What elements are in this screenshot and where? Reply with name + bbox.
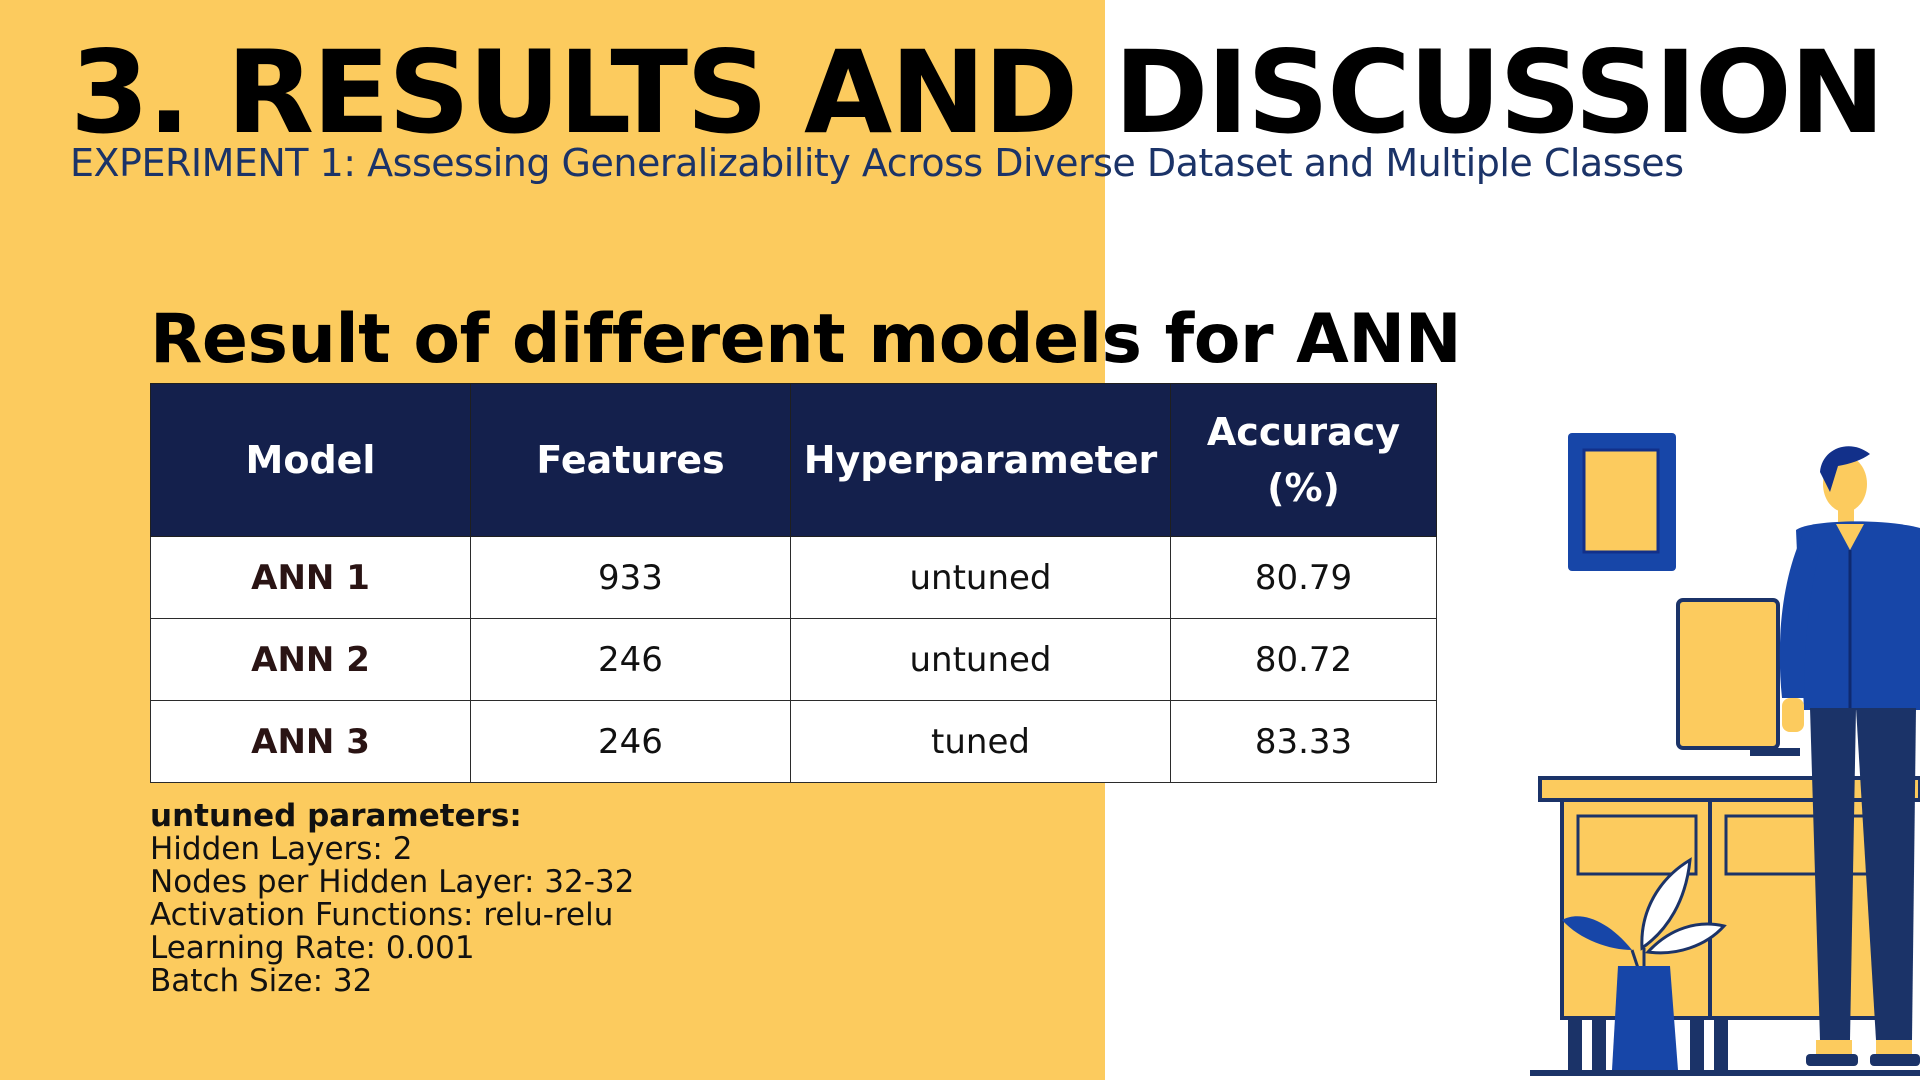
cell-features: 933 (470, 536, 791, 619)
picture-frame-icon (1568, 433, 1676, 571)
section-title: Result of different models for ANN (150, 300, 1462, 379)
cell-model: ANN 1 (150, 536, 471, 619)
untuned-parameters: untuned parameters: Hidden Layers: 2 Nod… (150, 800, 634, 998)
param-line: Activation Functions: relu-relu (150, 897, 614, 933)
header-accuracy: Accuracy (%) (1170, 383, 1437, 537)
office-illustration (1530, 433, 1920, 1076)
params-heading: untuned parameters: (150, 798, 522, 834)
slide-subtitle: EXPERIMENT 1: Assessing Generalizability… (70, 141, 1684, 185)
cell-hyperparameter: untuned (790, 618, 1171, 701)
cell-hyperparameter: tuned (790, 700, 1171, 783)
cell-hyperparameter: untuned (790, 536, 1171, 619)
param-line: Learning Rate: 0.001 (150, 930, 475, 966)
slide-title: 3. RESULTS AND DISCUSSION (70, 26, 1885, 159)
computer-monitor-icon (1676, 598, 1800, 756)
cell-accuracy: 80.72 (1170, 618, 1437, 701)
cell-features: 246 (470, 700, 791, 783)
cell-features: 246 (470, 618, 791, 701)
table-row: ANN 3 246 tuned 83.33 (150, 700, 1437, 783)
table-row: ANN 1 933 untuned 80.79 (150, 536, 1437, 619)
cell-accuracy: 83.33 (1170, 700, 1437, 783)
cell-model: ANN 3 (150, 700, 471, 783)
param-line: Nodes per Hidden Layer: 32-32 (150, 864, 635, 900)
param-line: Batch Size: 32 (150, 963, 373, 999)
table-header-row: Model Features Hyperparameter Accuracy (… (150, 383, 1437, 537)
plant-vase-icon (1562, 857, 1727, 1070)
header-features: Features (470, 383, 791, 537)
header-model: Model (150, 383, 471, 537)
cell-model: ANN 2 (150, 618, 471, 701)
cell-accuracy: 80.79 (1170, 536, 1437, 619)
param-line: Hidden Layers: 2 (150, 831, 413, 867)
man-figure-icon (1779, 446, 1920, 1066)
results-table: Model Features Hyperparameter Accuracy (… (150, 383, 1437, 783)
table-row: ANN 2 246 untuned 80.72 (150, 618, 1437, 701)
header-hyperparameter: Hyperparameter (790, 383, 1171, 537)
